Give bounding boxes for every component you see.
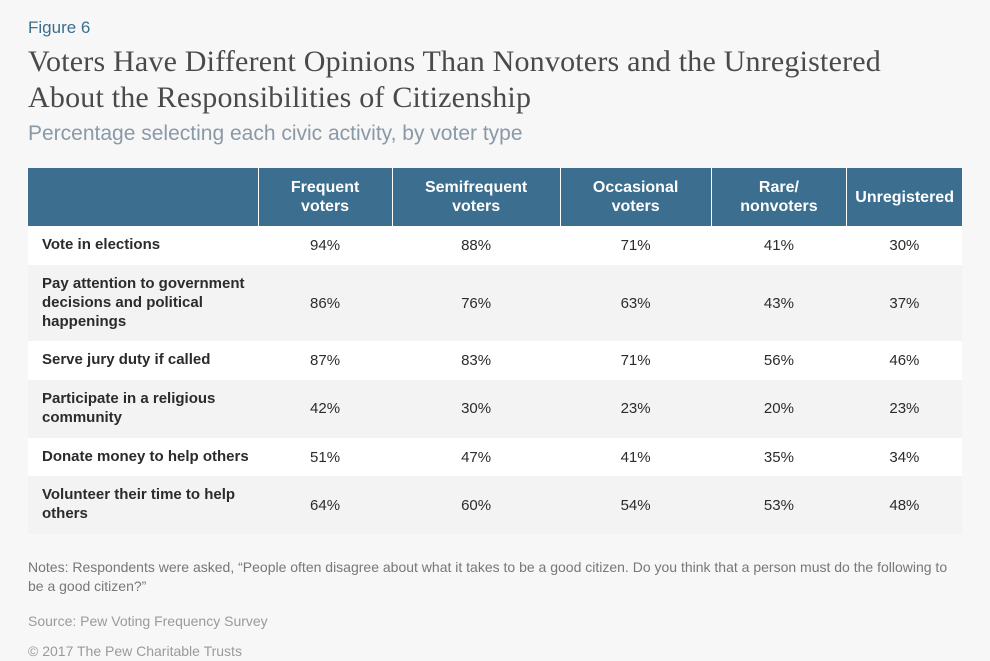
figure-notes: Notes: Respondents were asked, “People o… — [28, 558, 962, 597]
cell: 34% — [847, 438, 962, 477]
cell: 64% — [258, 476, 392, 534]
cell: 47% — [392, 438, 560, 477]
table-row: Vote in elections 94% 88% 71% 41% 30% — [28, 226, 962, 265]
row-label: Vote in elections — [28, 226, 258, 265]
cell: 46% — [847, 341, 962, 380]
cell: 23% — [560, 380, 711, 438]
row-label: Participate in a religious community — [28, 380, 258, 438]
cell: 54% — [560, 476, 711, 534]
figure-source: Source: Pew Voting Frequency Survey — [28, 613, 962, 629]
cell: 20% — [711, 380, 847, 438]
row-label: Serve jury duty if called — [28, 341, 258, 380]
cell: 71% — [560, 341, 711, 380]
data-table: Frequent voters Semifrequent voters Occa… — [28, 168, 962, 534]
cell: 42% — [258, 380, 392, 438]
cell: 53% — [711, 476, 847, 534]
cell: 30% — [847, 226, 962, 265]
table-row: Donate money to help others 51% 47% 41% … — [28, 438, 962, 477]
cell: 83% — [392, 341, 560, 380]
row-label: Pay attention to government decisions an… — [28, 265, 258, 341]
cell: 56% — [711, 341, 847, 380]
table-row: Serve jury duty if called 87% 83% 71% 56… — [28, 341, 962, 380]
row-label: Volunteer their time to help others — [28, 476, 258, 534]
col-header-unregistered: Unregistered — [847, 168, 962, 226]
figure-title: Voters Have Different Opinions Than Nonv… — [28, 44, 962, 116]
figure-subtitle: Percentage selecting each civic activity… — [28, 122, 962, 146]
cell: 87% — [258, 341, 392, 380]
cell: 63% — [560, 265, 711, 341]
cell: 94% — [258, 226, 392, 265]
figure-copyright: © 2017 The Pew Charitable Trusts — [28, 643, 962, 659]
cell: 76% — [392, 265, 560, 341]
col-header-semifrequent: Semifrequent voters — [392, 168, 560, 226]
cell: 88% — [392, 226, 560, 265]
cell: 60% — [392, 476, 560, 534]
cell: 43% — [711, 265, 847, 341]
cell: 30% — [392, 380, 560, 438]
cell: 41% — [711, 226, 847, 265]
col-header-rare: Rare/ nonvoters — [711, 168, 847, 226]
cell: 23% — [847, 380, 962, 438]
cell: 71% — [560, 226, 711, 265]
cell: 35% — [711, 438, 847, 477]
table-row: Participate in a religious community 42%… — [28, 380, 962, 438]
table-row: Volunteer their time to help others 64% … — [28, 476, 962, 534]
col-header-occasional: Occasional voters — [560, 168, 711, 226]
row-label: Donate money to help others — [28, 438, 258, 477]
cell: 41% — [560, 438, 711, 477]
col-header-empty — [28, 168, 258, 226]
cell: 51% — [258, 438, 392, 477]
cell: 37% — [847, 265, 962, 341]
table-row: Pay attention to government decisions an… — [28, 265, 962, 341]
table-header-row: Frequent voters Semifrequent voters Occa… — [28, 168, 962, 226]
cell: 86% — [258, 265, 392, 341]
col-header-frequent: Frequent voters — [258, 168, 392, 226]
cell: 48% — [847, 476, 962, 534]
figure-label: Figure 6 — [28, 18, 962, 38]
